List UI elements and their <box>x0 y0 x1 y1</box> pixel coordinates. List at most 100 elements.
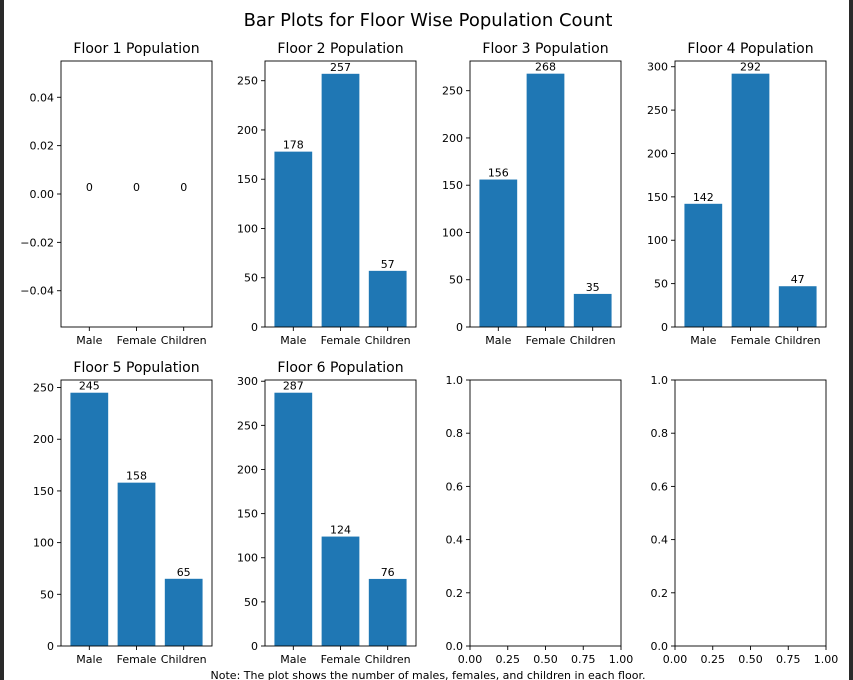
y-tick-label: 150 <box>33 485 54 498</box>
x-tick-label: 0.25 <box>701 653 726 666</box>
y-tick-label: 200 <box>237 124 258 137</box>
data-label: 158 <box>126 470 147 483</box>
axes-frame <box>60 60 213 328</box>
data-label: 0 <box>86 181 93 194</box>
axes-frame <box>674 379 827 647</box>
x-tick-label: 1.00 <box>814 653 839 666</box>
y-tick-label: 250 <box>647 104 668 117</box>
data-label: 257 <box>330 61 351 74</box>
y-tick-label: 50 <box>654 278 668 291</box>
data-label: 57 <box>381 258 395 271</box>
y-tick-label: −0.02 <box>20 236 54 249</box>
bar-male <box>70 392 109 646</box>
y-tick-label: −0.04 <box>20 285 54 298</box>
y-tick-label: 50 <box>244 596 258 609</box>
x-tick-label: Children <box>161 653 207 666</box>
y-tick-label: 0.6 <box>651 480 669 493</box>
subplot-1: 0 0 0 −0.04 −0.02 0.00 0.02 0.04 Male Female Child… <box>20 41 213 347</box>
x-tick-label: 0.50 <box>533 653 558 666</box>
subplot-5: 245 158 65 0 50 100 150 200 250 Male Female Childre… <box>33 360 213 666</box>
bar-male <box>274 151 313 327</box>
data-label: 124 <box>330 524 351 537</box>
data-label: 47 <box>791 273 805 286</box>
subplot-7: 0.0 0.2 0.4 0.6 0.8 1.0 0.00 0.25 0.50 0.75 1.00 <box>446 374 634 666</box>
y-tick-label: 100 <box>237 222 258 235</box>
x-tick-label: Female <box>731 334 771 347</box>
data-label: 65 <box>177 566 191 579</box>
y-tick-label: 250 <box>33 382 54 395</box>
x-tick-label: Male <box>76 334 102 347</box>
subplot-title: Floor 1 Population <box>73 41 199 57</box>
data-label: 0 <box>180 181 187 194</box>
subplot-title: Floor 2 Population <box>277 41 403 57</box>
y-tick-label: 250 <box>237 419 258 432</box>
bar-female <box>321 73 360 328</box>
y-tick-label: 0.0 <box>651 640 669 653</box>
subplot-title: Floor 4 Population <box>687 41 813 57</box>
y-tick-label: 0 <box>251 321 258 334</box>
y-tick-label: 0.00 <box>30 188 55 201</box>
subplot-title: Floor 6 Population <box>277 360 403 376</box>
subplot-6: 287 124 76 0 50 100 150 200 250 300 Male Female Chil… <box>237 360 417 666</box>
x-tick-label: 0.50 <box>738 653 763 666</box>
bar-male <box>479 179 518 327</box>
y-tick-label: 0.6 <box>446 480 464 493</box>
y-tick-label: 200 <box>442 132 463 145</box>
bar-children <box>368 578 407 646</box>
bar-children <box>368 270 407 327</box>
subplot-3: 156 268 35 0 50 100 150 200 250 Male Female Childre… <box>442 41 622 347</box>
x-tick-label: Male <box>690 334 716 347</box>
y-tick-label: 0.2 <box>651 587 669 600</box>
x-tick-label: 0.25 <box>496 653 521 666</box>
data-label: 142 <box>693 191 714 204</box>
window-edge-left <box>0 0 4 680</box>
data-label: 0 <box>133 181 140 194</box>
y-tick-label: 100 <box>33 537 54 550</box>
x-tick-label: Female <box>321 653 361 666</box>
y-tick-label: 0.8 <box>446 427 464 440</box>
y-tick-label: 0.4 <box>446 534 464 547</box>
y-tick-label: 0 <box>251 640 258 653</box>
x-tick-label: Male <box>76 653 102 666</box>
y-tick-label: 50 <box>244 272 258 285</box>
x-tick-label: Children <box>161 334 207 347</box>
y-tick-label: 0.04 <box>30 91 55 104</box>
subplot-8: 0.0 0.2 0.4 0.6 0.8 1.0 0.00 0.25 0.50 0.75 1.00 <box>651 374 839 666</box>
y-tick-label: 0.4 <box>651 534 669 547</box>
y-tick-label: 300 <box>647 61 668 74</box>
y-tick-label: 1.0 <box>446 374 464 387</box>
x-tick-label: Children <box>570 334 616 347</box>
bar-female <box>526 73 565 328</box>
y-tick-label: 150 <box>647 191 668 204</box>
data-label: 287 <box>283 380 304 393</box>
x-tick-label: Female <box>117 653 157 666</box>
y-tick-label: 250 <box>237 75 258 88</box>
y-tick-label: 0.8 <box>651 427 669 440</box>
x-tick-label: 0.75 <box>571 653 596 666</box>
data-label: 156 <box>488 167 509 180</box>
y-tick-label: 1.0 <box>651 374 669 387</box>
y-tick-label: 0.2 <box>446 587 464 600</box>
x-tick-label: 0.00 <box>458 653 483 666</box>
y-tick-label: 0.02 <box>30 140 55 153</box>
bar-children <box>573 293 612 327</box>
x-tick-label: Female <box>321 334 361 347</box>
y-tick-label: 150 <box>442 179 463 192</box>
window-edge-right <box>849 0 853 680</box>
y-tick-label: 200 <box>237 463 258 476</box>
y-tick-label: 0 <box>661 321 668 334</box>
bar-children <box>778 286 817 327</box>
x-tick-label: Male <box>280 653 306 666</box>
y-tick-label: 0.0 <box>446 640 464 653</box>
y-tick-label: 0 <box>456 321 463 334</box>
x-tick-label: 0.00 <box>663 653 688 666</box>
y-tick-label: 150 <box>237 508 258 521</box>
data-label: 178 <box>283 139 304 152</box>
axes-frame <box>469 379 622 647</box>
x-tick-label: Children <box>775 334 821 347</box>
figure-note: Note: The plot shows the number of males… <box>211 669 646 680</box>
x-tick-label: Female <box>526 334 566 347</box>
data-label: 292 <box>740 61 761 74</box>
